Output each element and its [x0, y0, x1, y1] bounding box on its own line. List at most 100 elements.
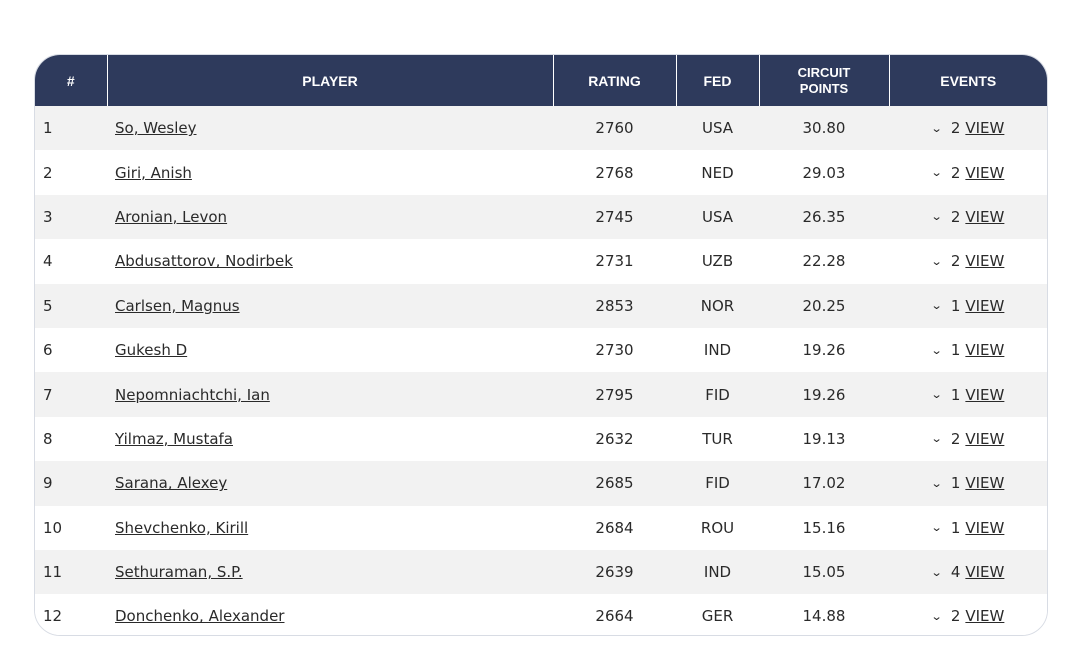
chevron-down-icon[interactable]: ⌄ — [930, 166, 943, 180]
fed-cell: UZB — [676, 239, 759, 284]
player-cell: Shevchenko, Kirill — [107, 505, 553, 550]
table-body: 1 So, Wesley 2760 USA 30.80 ⌄ 2 VIEW 2 G… — [35, 106, 1047, 635]
events-cell: ⌄ 1 VIEW — [889, 461, 1047, 506]
fed-cell: NOR — [676, 283, 759, 328]
table-row: 11 Sethuraman, S.P. 2639 IND 15.05 ⌄ 4 V… — [35, 549, 1047, 595]
view-events-link[interactable]: VIEW — [965, 163, 1005, 182]
rank-cell: 9 — [35, 461, 107, 506]
rank-cell: 10 — [35, 505, 107, 550]
chevron-down-icon[interactable]: ⌄ — [930, 210, 943, 224]
chevron-down-icon[interactable]: ⌄ — [930, 254, 943, 268]
view-events-link[interactable]: VIEW — [965, 518, 1005, 537]
events-cell: ⌄ 1 VIEW — [889, 372, 1047, 417]
player-cell: Yilmaz, Mustafa — [107, 416, 553, 462]
rating-cell: 2632 — [553, 416, 676, 462]
rank-cell: 4 — [35, 239, 107, 284]
player-name-link[interactable]: So, Wesley — [115, 119, 197, 138]
fed-cell: USA — [676, 106, 759, 151]
view-events-link[interactable]: VIEW — [965, 341, 1005, 360]
rank-cell: 7 — [35, 372, 107, 417]
column-header-events: EVENTS — [888, 55, 1047, 106]
player-name-link[interactable]: Yilmaz, Mustafa — [115, 429, 233, 448]
view-events-link[interactable]: VIEW — [965, 252, 1005, 271]
chevron-down-icon[interactable]: ⌄ — [930, 299, 943, 313]
circuit-points-cell: 15.05 — [759, 549, 889, 595]
circuit-points-line1: CIRCUIT — [797, 64, 851, 80]
rating-cell: 2760 — [553, 106, 676, 151]
circuit-points-cell: 26.35 — [759, 194, 889, 240]
table-header-row: # PLAYER RATING FED CIRCUIT POINTS EVENT… — [35, 55, 1047, 106]
events-count: 4 — [950, 563, 961, 582]
table-row: 2 Giri, Anish 2768 NED 29.03 ⌄ 2 VIEW — [35, 150, 1047, 195]
rating-cell: 2768 — [553, 150, 676, 195]
player-name-link[interactable]: Sarana, Alexey — [115, 474, 228, 493]
circuit-points-cell: 19.13 — [759, 416, 889, 462]
events-cell: ⌄ 1 VIEW — [889, 327, 1047, 373]
view-events-link[interactable]: VIEW — [965, 607, 1005, 626]
chevron-down-icon[interactable]: ⌄ — [930, 343, 943, 357]
table-row: 9 Sarana, Alexey 2685 FID 17.02 ⌄ 1 VIEW — [35, 461, 1047, 506]
view-events-link[interactable]: VIEW — [965, 207, 1005, 226]
rating-cell: 2731 — [553, 239, 676, 284]
events-count: 1 — [950, 341, 961, 360]
rating-cell: 2745 — [553, 194, 676, 240]
rank-cell: 8 — [35, 416, 107, 462]
view-events-link[interactable]: VIEW — [965, 563, 1005, 582]
player-name-link[interactable]: Carlsen, Magnus — [115, 296, 240, 315]
view-events-link[interactable]: VIEW — [965, 119, 1005, 138]
fed-cell: IND — [676, 327, 759, 373]
events-count: 1 — [950, 296, 961, 315]
column-header-player: PLAYER — [106, 55, 553, 106]
events-count: 1 — [950, 518, 961, 537]
view-events-link[interactable]: VIEW — [965, 296, 1005, 315]
player-cell: Donchenko, Alexander — [107, 594, 553, 635]
rating-cell: 2795 — [553, 372, 676, 417]
player-name-link[interactable]: Aronian, Levon — [115, 207, 228, 226]
chevron-down-icon[interactable]: ⌄ — [930, 476, 943, 490]
player-cell: Sethuraman, S.P. — [107, 549, 553, 595]
circuit-points-cell: 15.16 — [759, 505, 889, 550]
rank-cell: 6 — [35, 327, 107, 373]
circuit-points-cell: 22.28 — [759, 239, 889, 284]
events-cell: ⌄ 2 VIEW — [889, 594, 1047, 635]
player-name-link[interactable]: Abdusattorov, Nodirbek — [115, 252, 293, 271]
player-name-link[interactable]: Nepomniachtchi, Ian — [115, 385, 270, 404]
rating-cell: 2853 — [553, 283, 676, 328]
rank-cell: 5 — [35, 283, 107, 328]
chevron-down-icon[interactable]: ⌄ — [930, 432, 943, 446]
view-events-link[interactable]: VIEW — [965, 385, 1005, 404]
events-cell: ⌄ 1 VIEW — [889, 505, 1047, 550]
player-cell: Sarana, Alexey — [107, 461, 553, 506]
table-row: 12 Donchenko, Alexander 2664 GER 14.88 ⌄… — [35, 594, 1047, 635]
rank-cell: 1 — [35, 106, 107, 151]
events-count: 2 — [950, 163, 961, 182]
events-cell: ⌄ 1 VIEW — [889, 283, 1047, 328]
chevron-down-icon[interactable]: ⌄ — [930, 565, 943, 579]
chevron-down-icon[interactable]: ⌄ — [930, 388, 943, 402]
player-cell: Giri, Anish — [107, 150, 553, 195]
rating-cell: 2684 — [553, 505, 676, 550]
player-cell: Carlsen, Magnus — [107, 283, 553, 328]
circuit-points-cell: 29.03 — [759, 150, 889, 195]
view-events-link[interactable]: VIEW — [965, 474, 1005, 493]
table-row: 1 So, Wesley 2760 USA 30.80 ⌄ 2 VIEW — [35, 106, 1047, 151]
column-header-fed: FED — [675, 55, 759, 106]
rank-cell: 2 — [35, 150, 107, 195]
rank-cell: 12 — [35, 594, 107, 635]
player-name-link[interactable]: Shevchenko, Kirill — [115, 518, 249, 537]
player-name-link[interactable]: Gukesh D — [115, 341, 188, 360]
player-name-link[interactable]: Donchenko, Alexander — [115, 607, 285, 626]
chevron-down-icon[interactable]: ⌄ — [930, 121, 943, 135]
events-count: 2 — [950, 119, 961, 138]
table-row: 4 Abdusattorov, Nodirbek 2731 UZB 22.28 … — [35, 239, 1047, 284]
events-cell: ⌄ 2 VIEW — [889, 150, 1047, 195]
player-cell: So, Wesley — [107, 106, 553, 151]
player-name-link[interactable]: Sethuraman, S.P. — [115, 563, 243, 582]
player-cell: Nepomniachtchi, Ian — [107, 372, 553, 417]
chevron-down-icon[interactable]: ⌄ — [930, 609, 943, 623]
standings-table: # PLAYER RATING FED CIRCUIT POINTS EVENT… — [35, 55, 1047, 635]
player-name-link[interactable]: Giri, Anish — [115, 163, 192, 182]
player-cell: Gukesh D — [107, 327, 553, 373]
chevron-down-icon[interactable]: ⌄ — [930, 521, 943, 535]
view-events-link[interactable]: VIEW — [965, 429, 1005, 448]
